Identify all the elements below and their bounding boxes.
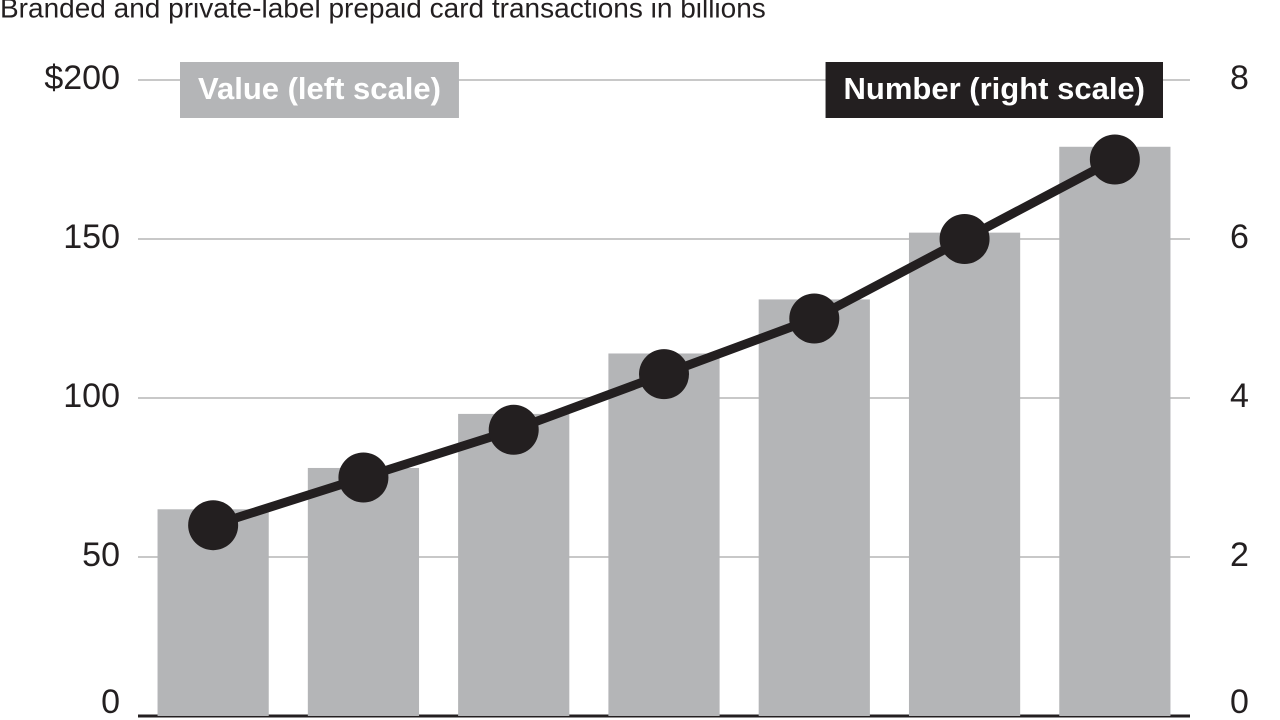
bar xyxy=(608,353,720,716)
legend-box xyxy=(825,62,1163,118)
point xyxy=(939,214,990,264)
y2-tick-label: 4 xyxy=(1230,377,1249,415)
point xyxy=(1089,134,1140,185)
y2-tick-label: 8 xyxy=(1230,59,1249,97)
y2-tick-label: 0 xyxy=(1230,683,1249,720)
bar xyxy=(758,299,870,716)
legend-label: Number (right scale) xyxy=(844,71,1145,106)
point xyxy=(488,404,539,455)
legend-label: Value (left scale) xyxy=(198,71,441,106)
y2-tick-label: 2 xyxy=(1230,536,1249,574)
bar xyxy=(458,413,570,716)
point xyxy=(188,500,239,551)
point xyxy=(338,452,389,503)
y-tick-label: 0 xyxy=(101,683,120,720)
chart-title: Branded and private-label prepaid card t… xyxy=(0,0,766,23)
y-tick-label: 150 xyxy=(63,218,120,256)
y2-tick-label: 6 xyxy=(1230,218,1249,256)
bar xyxy=(307,467,420,716)
bar xyxy=(908,232,1021,716)
y-tick-label: 100 xyxy=(63,377,120,415)
bar xyxy=(1059,146,1171,716)
y-tick-label: 50 xyxy=(82,536,120,574)
legend-box xyxy=(180,62,459,118)
y-tick-label: $200 xyxy=(44,59,120,97)
point xyxy=(639,349,689,400)
point xyxy=(789,293,840,344)
